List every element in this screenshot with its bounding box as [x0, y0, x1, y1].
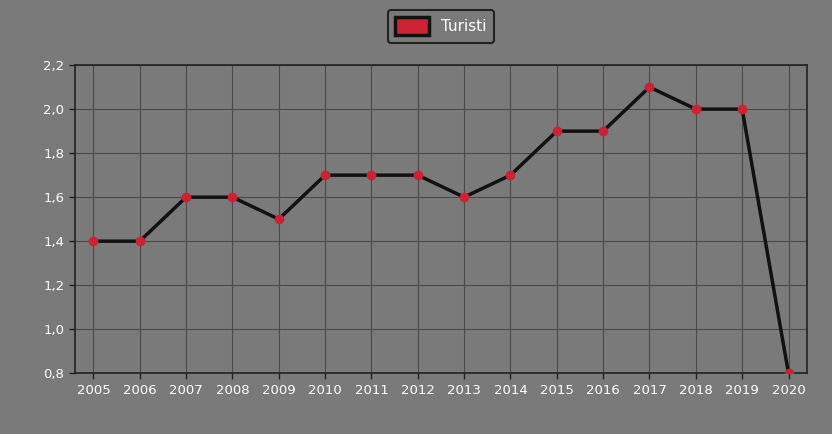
Legend: Turisti: Turisti [388, 10, 494, 43]
